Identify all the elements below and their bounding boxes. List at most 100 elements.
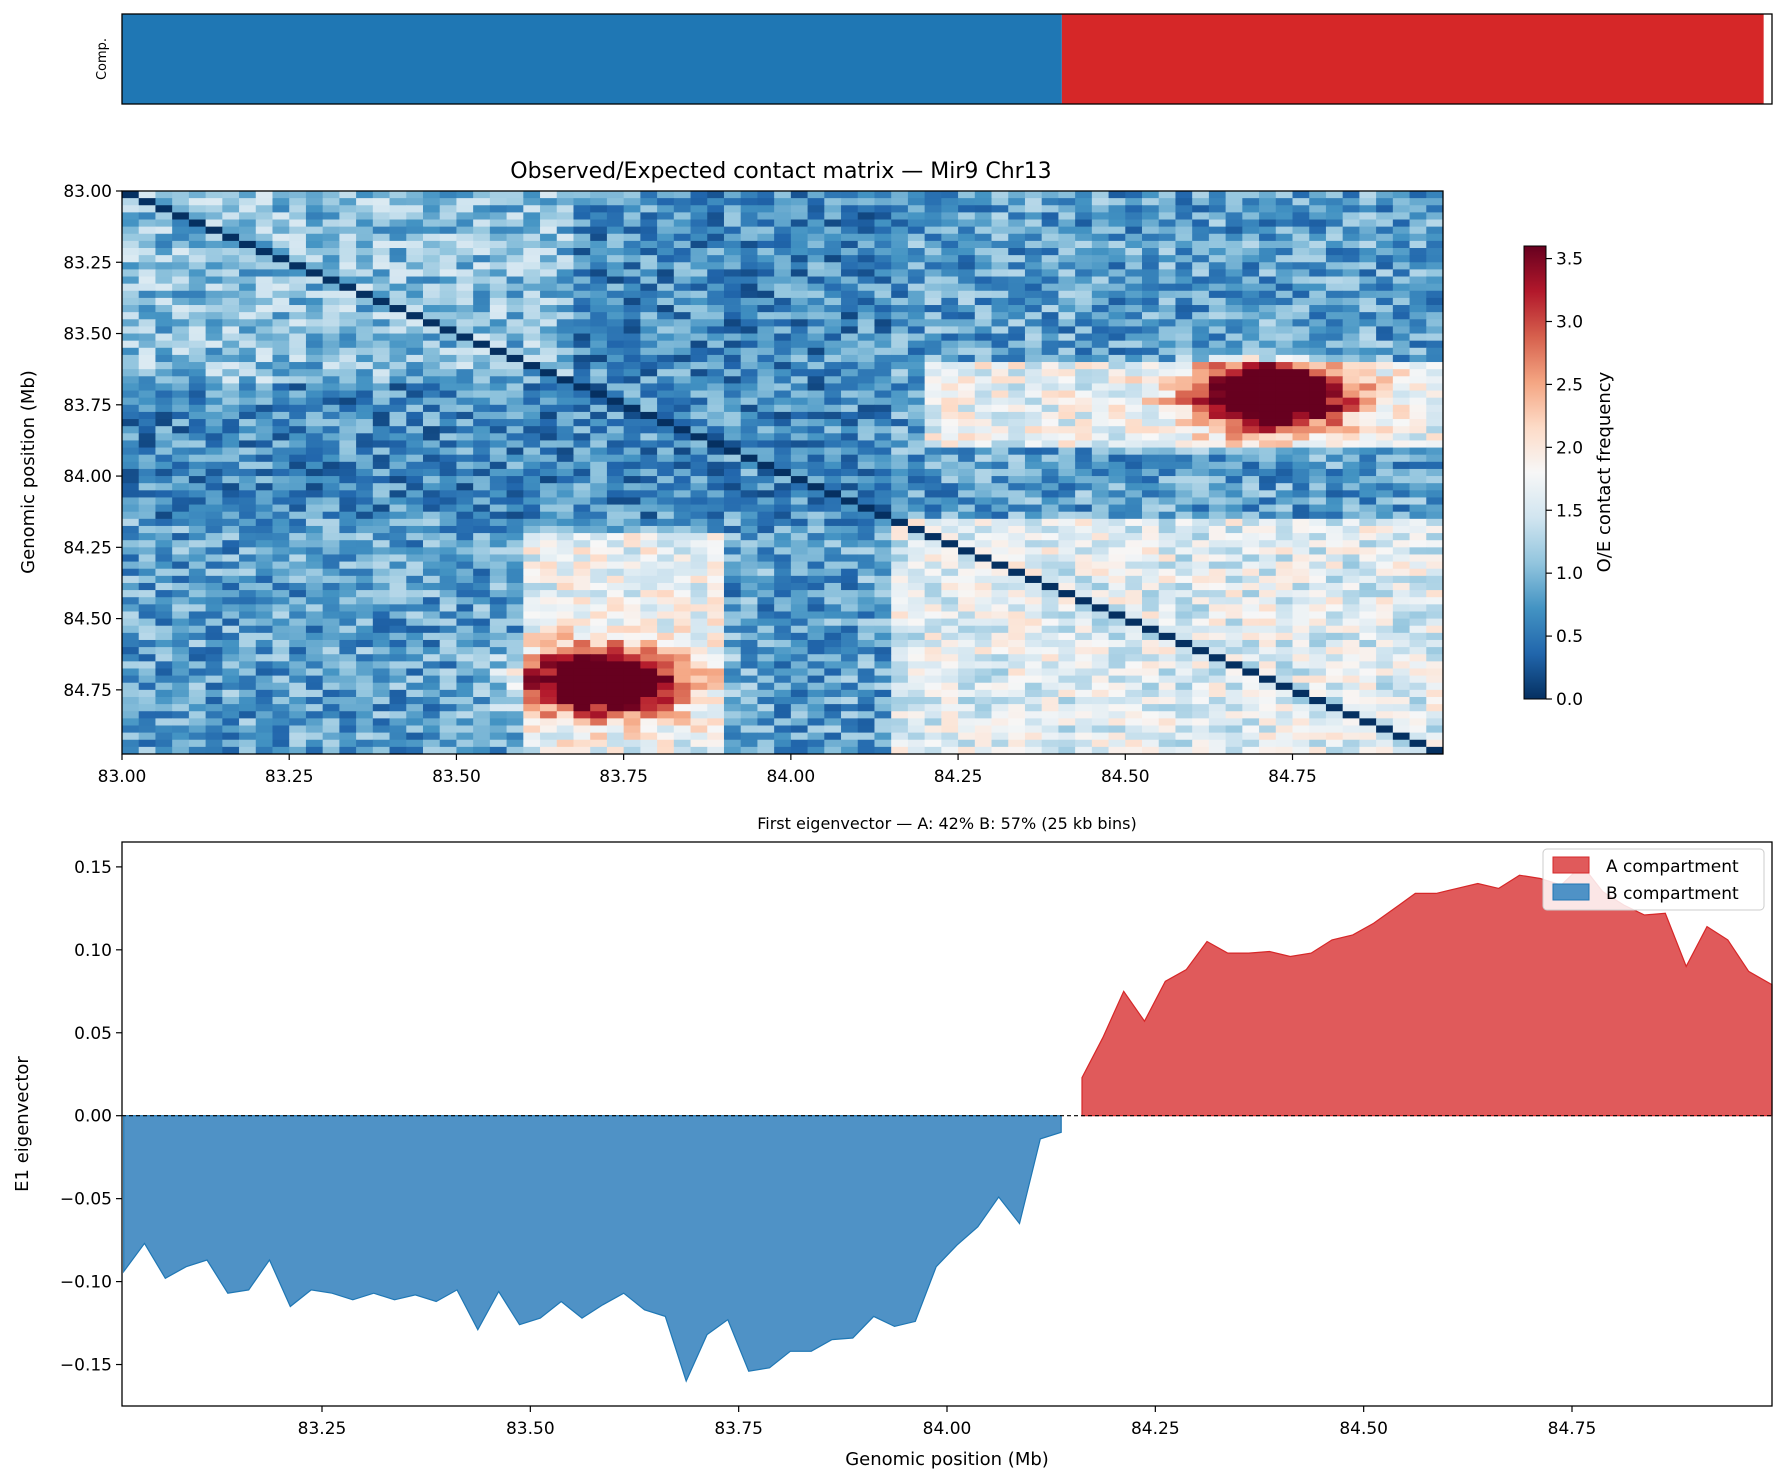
heatmap-cell xyxy=(1125,568,1143,577)
heatmap-cell xyxy=(1409,554,1427,562)
heatmap-cell xyxy=(1041,397,1059,406)
heatmap-cell xyxy=(1376,319,1394,327)
heatmap-cell xyxy=(356,240,374,249)
heatmap-cell xyxy=(1175,376,1193,384)
heatmap-cell xyxy=(590,497,608,505)
heatmap-cell xyxy=(540,490,558,498)
heatmap-cell xyxy=(991,255,1009,263)
heatmap-cell xyxy=(1075,554,1093,562)
heatmap-cell xyxy=(690,198,708,206)
heatmap-cell xyxy=(188,419,207,427)
heatmap-cell xyxy=(389,390,407,399)
heatmap-cell xyxy=(556,255,574,263)
heatmap-cell xyxy=(205,590,223,598)
heatmap-cell xyxy=(841,340,859,349)
heatmap-cell xyxy=(1275,340,1293,349)
heatmap-cell xyxy=(356,283,374,292)
heatmap-cell xyxy=(456,262,474,270)
heatmap-cell xyxy=(188,461,207,470)
heatmap-cell xyxy=(1292,404,1310,413)
heatmap-cell xyxy=(640,340,658,349)
heatmap-cell xyxy=(690,632,708,641)
heatmap-cell xyxy=(891,376,909,384)
heatmap-cell xyxy=(1275,248,1293,256)
heatmap-cell xyxy=(188,561,207,570)
heatmap-cell xyxy=(874,319,892,327)
heatmap-cell xyxy=(673,333,691,342)
heatmap-cell xyxy=(590,426,608,434)
heatmap-cell xyxy=(1175,390,1193,399)
heatmap-cell xyxy=(874,390,892,399)
heatmap-cell xyxy=(1359,340,1377,349)
heatmap-cell xyxy=(1192,426,1210,434)
heatmap-cell xyxy=(272,590,290,598)
compartment-segment-a xyxy=(1061,14,1764,104)
heatmap-cell xyxy=(406,248,424,256)
heatmap-cell xyxy=(857,340,875,349)
heatmap-cell xyxy=(707,269,725,277)
heatmap-cell xyxy=(941,497,959,505)
heatmap-cell xyxy=(138,625,156,634)
heatmap-cell xyxy=(1192,433,1210,441)
heatmap-cell xyxy=(590,283,608,292)
heatmap-cell xyxy=(1259,625,1277,634)
heatmap-cell xyxy=(422,611,441,619)
heatmap-cell xyxy=(690,497,708,505)
heatmap-cell xyxy=(657,233,675,242)
heatmap-cell xyxy=(389,419,407,427)
heatmap-cell xyxy=(740,511,758,520)
heatmap-cell xyxy=(222,504,240,513)
heatmap-cell xyxy=(1426,305,1444,313)
heatmap-cell xyxy=(790,305,808,313)
heatmap-cell xyxy=(1142,511,1160,520)
heatmap-cell xyxy=(857,248,875,256)
heatmap-cell xyxy=(1208,404,1227,413)
heatmap-cell xyxy=(1309,426,1327,434)
heatmap-cell xyxy=(707,611,725,619)
heatmap-cell xyxy=(991,618,1009,627)
heatmap-cell xyxy=(473,198,491,206)
heatmap-cell xyxy=(239,618,257,627)
heatmap-cell xyxy=(1275,468,1293,477)
heatmap-cell xyxy=(857,212,875,220)
heatmap-cell xyxy=(1142,611,1160,619)
heatmap-cell xyxy=(891,262,909,270)
heatmap-cell xyxy=(707,191,725,199)
heatmap-cell xyxy=(590,625,608,634)
heatmap-cell xyxy=(1058,504,1076,513)
heatmap-cell xyxy=(1125,561,1143,570)
heatmap-cell xyxy=(790,454,808,463)
heatmap-cell xyxy=(1259,483,1277,491)
heatmap-cell xyxy=(1325,319,1344,327)
heatmap-cell xyxy=(1225,198,1243,206)
heatmap-cell xyxy=(272,319,290,327)
heatmap-cell xyxy=(1275,604,1293,612)
heatmap-cell xyxy=(489,490,507,498)
heatmap-cell xyxy=(740,390,758,399)
heatmap-cell xyxy=(523,376,541,384)
heatmap-cell xyxy=(757,604,775,612)
heatmap-cell xyxy=(841,262,859,270)
heatmap-cell xyxy=(1091,518,1109,527)
heatmap-cell xyxy=(205,461,223,470)
heatmap-cell xyxy=(723,433,742,441)
heatmap-cell xyxy=(841,191,859,199)
heatmap-cell xyxy=(1142,568,1160,577)
heatmap-cell xyxy=(489,305,507,313)
heatmap-cell xyxy=(188,248,207,256)
heatmap-cell xyxy=(857,575,875,584)
heatmap-cell xyxy=(1075,362,1093,370)
heatmap-cell xyxy=(289,290,307,299)
heatmap-cell xyxy=(1024,198,1043,206)
heatmap-cell xyxy=(590,504,608,513)
heatmap-cell xyxy=(907,233,926,242)
heatmap-cell xyxy=(556,404,574,413)
heatmap-cell xyxy=(205,248,223,256)
heatmap-cell xyxy=(556,497,574,505)
heatmap-cell xyxy=(1208,283,1227,292)
heatmap-cell xyxy=(1292,440,1310,448)
heatmap-cell xyxy=(289,198,307,206)
heatmap-cell xyxy=(1259,590,1277,598)
heatmap-cell xyxy=(924,198,942,206)
heatmap-cell xyxy=(891,198,909,206)
